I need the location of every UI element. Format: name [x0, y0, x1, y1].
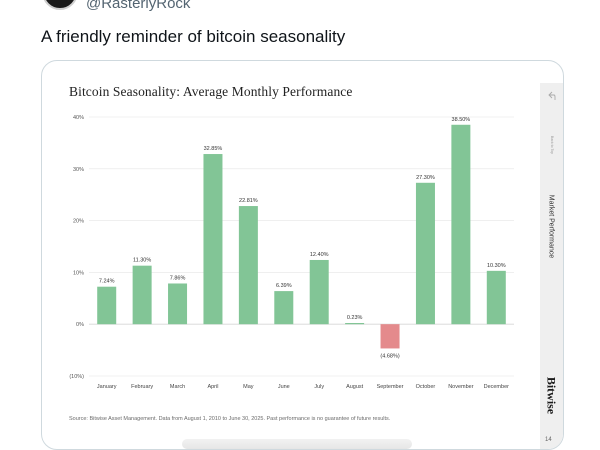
- tweet-text: A friendly reminder of bitcoin seasonali…: [41, 27, 346, 46]
- bar: [238, 206, 258, 325]
- bar: [380, 324, 400, 349]
- data-label: 11.30%: [133, 258, 151, 264]
- bar: [203, 154, 223, 325]
- data-label: 38.50%: [452, 117, 471, 123]
- data-label: 10.30%: [487, 263, 506, 269]
- y-tick-label: 40%: [73, 115, 84, 121]
- bar: [274, 291, 294, 325]
- y-tick-label: 30%: [73, 167, 84, 173]
- bar-chart: (10%) 0% 10% 20% 30% 40% 7.24% January 11.30% Feb…: [69, 115, 514, 390]
- x-tick-label: July: [314, 384, 324, 390]
- bar: [486, 270, 506, 325]
- y-tick-label: 20%: [73, 219, 84, 225]
- image-overlay-bar: [182, 439, 412, 449]
- x-tick-label: October: [416, 384, 436, 390]
- data-label: (4.68%): [380, 353, 399, 359]
- bar: [309, 259, 329, 325]
- data-label: 12.40%: [310, 252, 329, 258]
- data-label: 6.39%: [276, 283, 292, 289]
- chart-title: Bitcoin Seasonality: Average Monthly Per…: [69, 84, 353, 99]
- bitwise-logo: Bitwise: [544, 376, 559, 415]
- bar: [132, 265, 152, 325]
- x-tick-label: November: [448, 384, 474, 390]
- document-sidebar: Back to Top Market Performance Bitwise 1…: [540, 83, 563, 449]
- y-tick-label: 0%: [76, 322, 84, 328]
- x-tick-label: April: [207, 384, 218, 390]
- data-label: 22.81%: [239, 198, 258, 204]
- bar: [415, 182, 435, 325]
- x-tick-label: February: [131, 384, 153, 390]
- data-label: 7.86%: [170, 275, 186, 281]
- y-tick-label: (10%): [69, 374, 84, 380]
- x-tick-label: June: [278, 384, 290, 390]
- chart-image-card[interactable]: Bitcoin Seasonality: Average Monthly Per…: [41, 60, 564, 450]
- bar: [97, 286, 117, 325]
- bar: [451, 124, 471, 325]
- bar: [168, 283, 188, 325]
- avatar[interactable]: [42, 0, 78, 10]
- data-label: 7.24%: [99, 279, 115, 285]
- x-tick-label: March: [170, 384, 185, 390]
- y-tick-label: 10%: [73, 270, 84, 276]
- back-to-top-icon[interactable]: [546, 91, 556, 101]
- x-tick-label: August: [346, 384, 364, 390]
- data-label: 0.23%: [347, 315, 363, 321]
- source-note: Source: Bitwise Asset Management. Data f…: [69, 416, 391, 422]
- user-handle[interactable]: @RasterlyRock: [86, 0, 191, 12]
- data-label: 27.30%: [416, 175, 435, 181]
- bar: [345, 323, 365, 325]
- x-tick-label: May: [243, 384, 254, 390]
- section-label: Market Performance: [547, 194, 555, 259]
- x-tick-label: January: [97, 384, 117, 390]
- data-label: 32.85%: [204, 146, 223, 152]
- back-to-top-label[interactable]: Back to Top: [550, 135, 554, 155]
- page-number: 14: [545, 437, 552, 443]
- x-tick-label: September: [377, 384, 404, 390]
- x-tick-label: December: [484, 384, 510, 390]
